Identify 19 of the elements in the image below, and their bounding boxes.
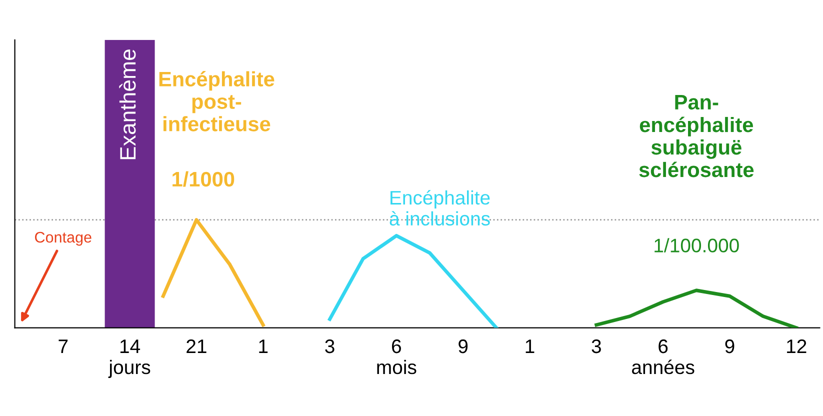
- annotation: Contage: [35, 232, 92, 246]
- x-tick-label: 7: [58, 340, 68, 354]
- annotation: Encéphalite post- infectieuse: [159, 71, 274, 132]
- x-tick-label: 9: [458, 339, 468, 354]
- x-tick-label: 14 jours: [108, 340, 150, 378]
- x-tick-label: 12: [787, 339, 806, 354]
- annotation: Pan- encéphalite subaiguë sclérosante: [639, 95, 754, 178]
- x-tick-label: 3: [592, 339, 601, 354]
- x-tick-label: 1: [526, 340, 534, 354]
- x-tick-label: 9: [725, 339, 734, 354]
- x-tick-label: 3: [325, 339, 334, 354]
- x-tick-label: 6 années: [632, 339, 694, 374]
- x-tick-label: 6 mois: [377, 339, 416, 374]
- series-label: Exanthème: [119, 50, 136, 160]
- x-tick-label: 21: [186, 339, 206, 354]
- x-tick-label: 1: [259, 340, 268, 354]
- annotation: 1/1000: [172, 171, 234, 187]
- annotation: 1/100.000: [654, 238, 739, 252]
- annotation: Encéphalite à inclusions: [390, 190, 490, 226]
